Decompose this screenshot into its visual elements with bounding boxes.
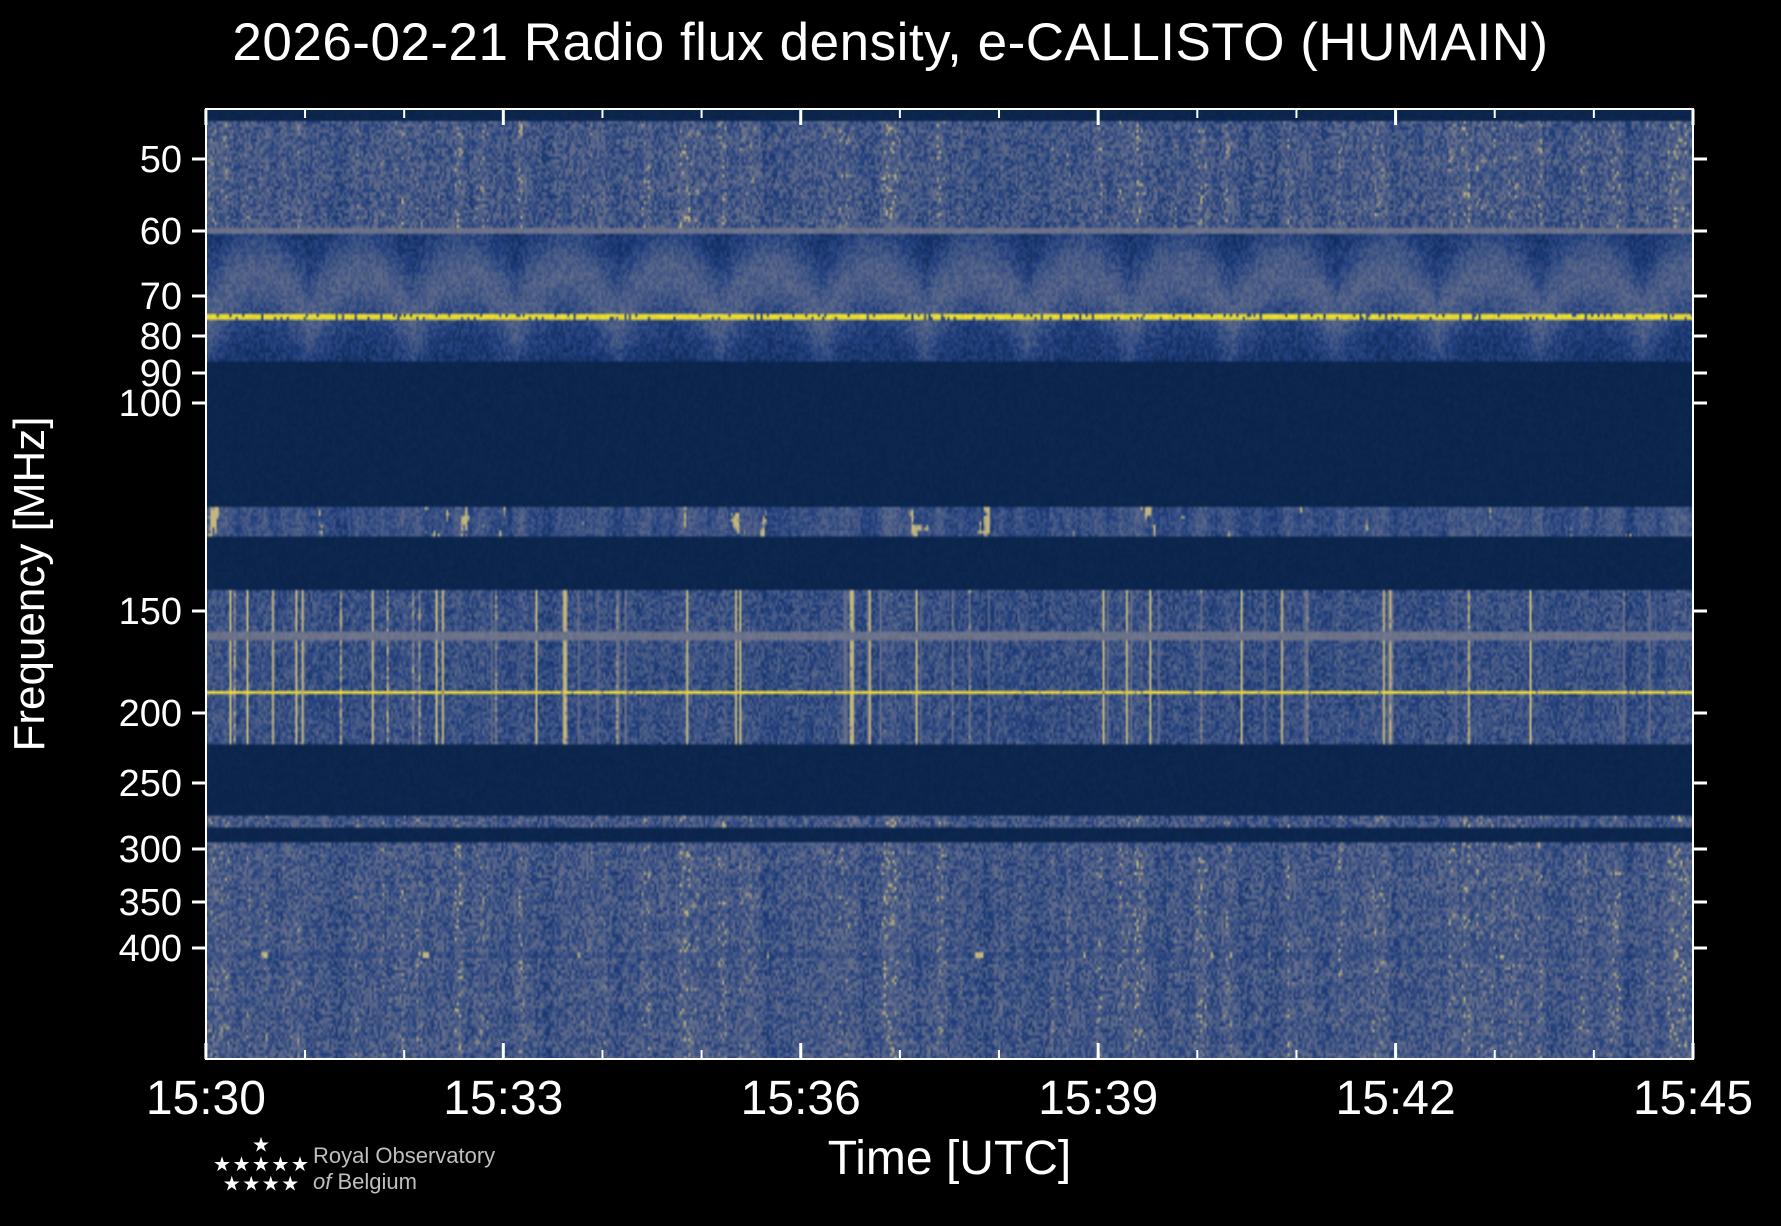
svg-text:400: 400 — [119, 928, 182, 970]
svg-text:150: 150 — [119, 591, 182, 633]
svg-text:70: 70 — [140, 276, 182, 318]
svg-text:350: 350 — [119, 882, 182, 924]
svg-text:80: 80 — [140, 316, 182, 358]
svg-text:15:39: 15:39 — [1038, 1072, 1158, 1125]
svg-text:of Belgium: of Belgium — [313, 1169, 417, 1194]
svg-text:15:42: 15:42 — [1336, 1072, 1456, 1125]
svg-text:50: 50 — [140, 139, 182, 181]
svg-text:Frequency [MHz]: Frequency [MHz] — [5, 417, 54, 752]
svg-text:300: 300 — [119, 829, 182, 871]
svg-text:200: 200 — [119, 693, 182, 735]
svg-text:60: 60 — [140, 211, 182, 253]
svg-text:100: 100 — [119, 383, 182, 425]
svg-text:Time [UTC]: Time [UTC] — [828, 1132, 1072, 1185]
svg-text:250: 250 — [119, 763, 182, 805]
svg-text:15:36: 15:36 — [741, 1072, 861, 1125]
svg-text:15:30: 15:30 — [146, 1072, 266, 1125]
svg-text:Royal Observatory: Royal Observatory — [313, 1143, 495, 1168]
svg-text:15:45: 15:45 — [1633, 1072, 1753, 1125]
svg-text:15:33: 15:33 — [443, 1072, 563, 1125]
